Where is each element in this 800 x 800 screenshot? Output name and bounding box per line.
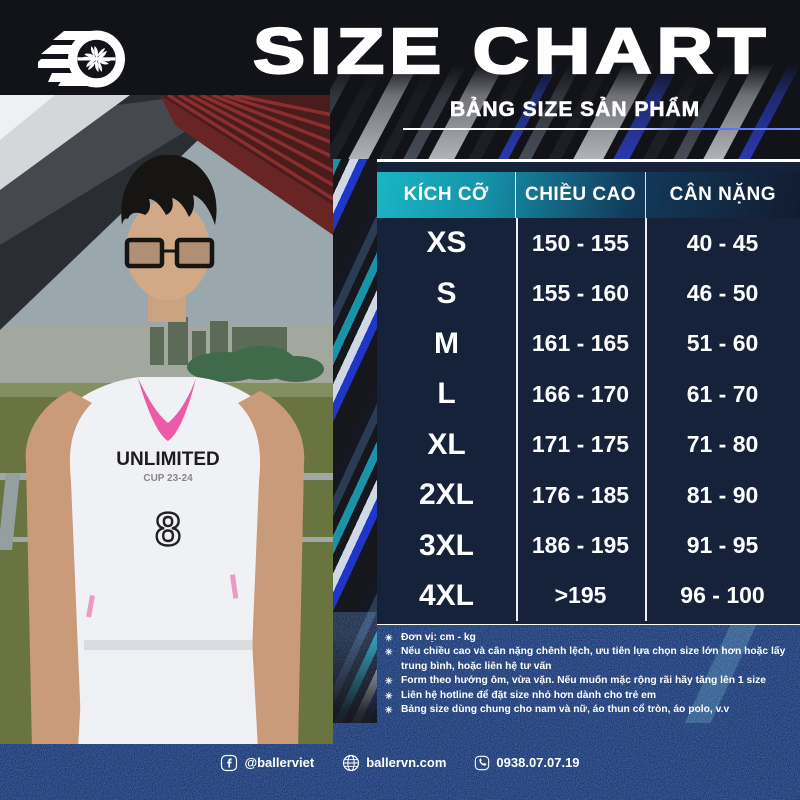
svg-text:8: 8 xyxy=(155,503,181,555)
svg-text:UNLIMITED: UNLIMITED xyxy=(116,449,219,470)
svg-text:CUP 23-24: CUP 23-24 xyxy=(143,473,193,484)
